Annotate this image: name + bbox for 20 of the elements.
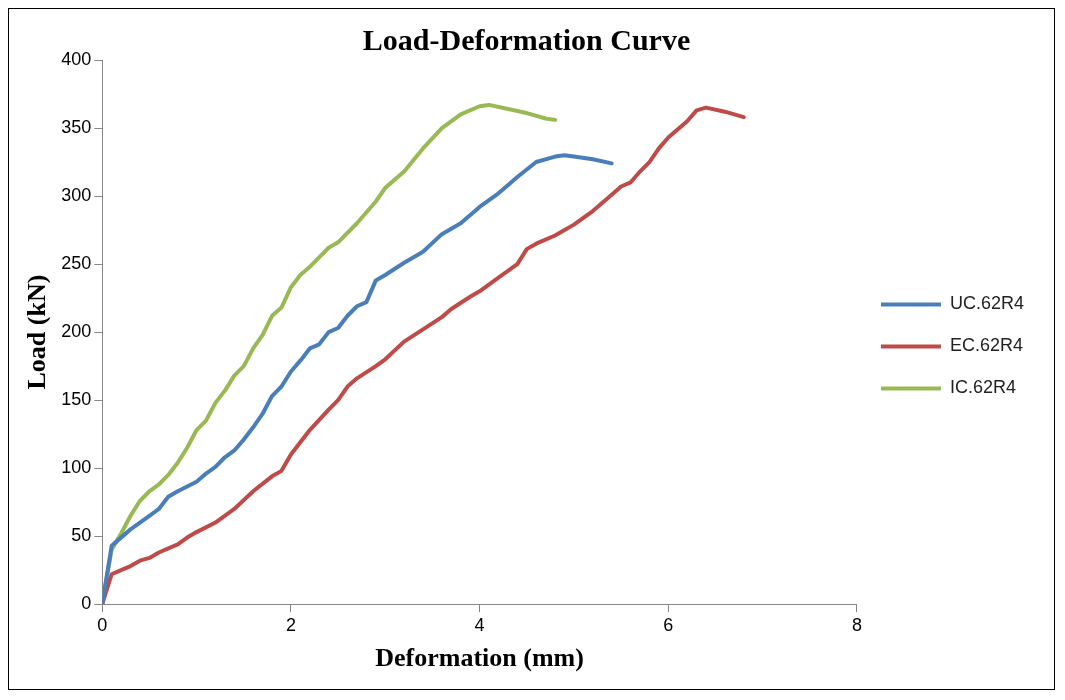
y-tick-label: 0 <box>81 593 92 614</box>
x-tick-label: 6 <box>663 614 674 635</box>
y-tick-label: 200 <box>61 321 92 342</box>
legend-label: UC.62R4 <box>949 293 1024 314</box>
x-tick-label: 0 <box>97 614 108 635</box>
y-axis-title: Load (kN) <box>22 274 52 390</box>
x-axis-title: Deformation (mm) <box>375 643 584 673</box>
y-tick-label: 50 <box>71 525 92 546</box>
legend-label: EC.62R4 <box>949 335 1024 356</box>
y-tick-label: 250 <box>61 253 92 274</box>
x-tick-label: 4 <box>474 614 485 635</box>
y-tick-label: 150 <box>61 389 92 410</box>
chart-title: Load-Deformation Curve <box>362 22 691 56</box>
y-tick-label: 400 <box>61 48 92 69</box>
x-tick-label: 2 <box>285 614 296 635</box>
y-tick-label: 350 <box>61 116 92 137</box>
y-tick-label: 300 <box>61 185 92 206</box>
y-tick-label: 100 <box>61 457 92 478</box>
x-tick-label: 8 <box>851 614 862 635</box>
legend-label: IC.62R4 <box>949 377 1017 398</box>
